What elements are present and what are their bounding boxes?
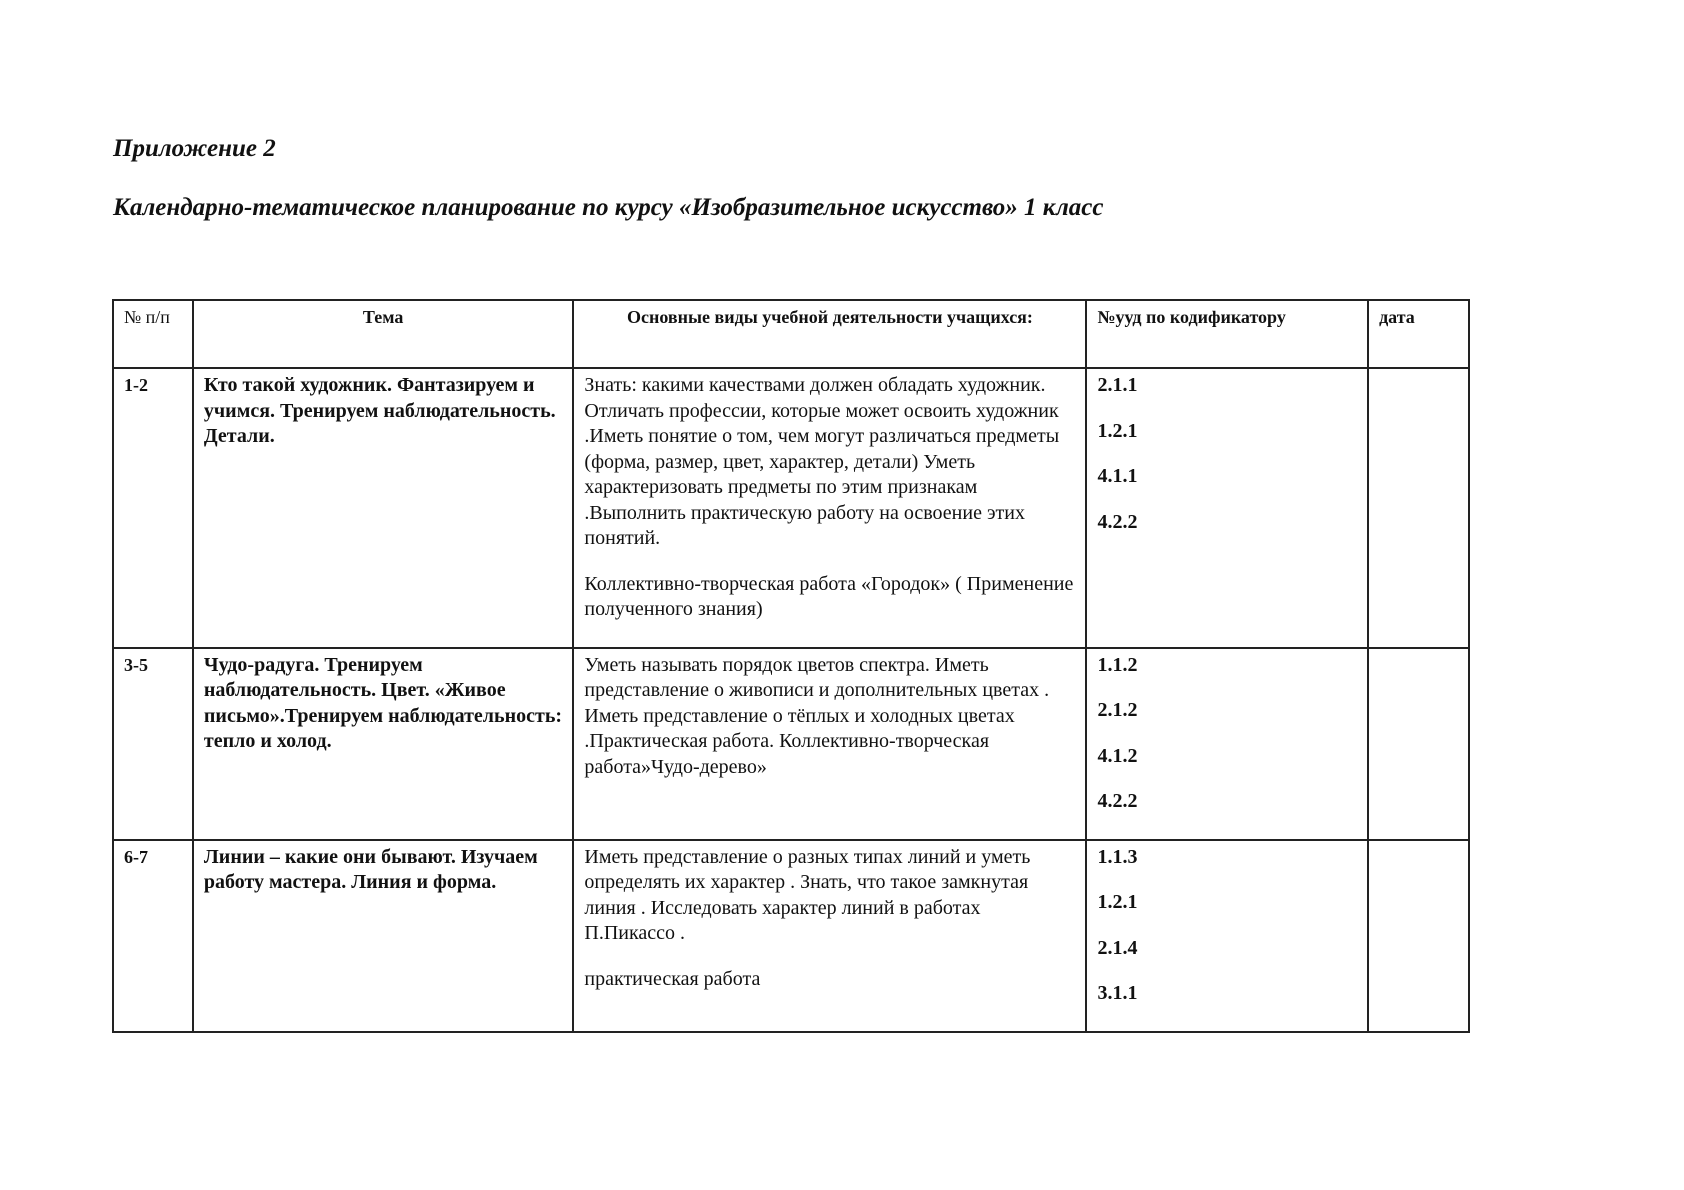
planning-table: № п/п Тема Основные виды учебной деятель… xyxy=(112,299,1470,1033)
row-codes: 1.1.3 1.2.1 2.1.4 3.1.1 xyxy=(1085,838,1370,1033)
code-item: 2.1.2 xyxy=(1097,699,1138,721)
table-row: 3-5 Чудо-радуга. Тренируем наблюдательно… xyxy=(112,646,1470,841)
activity-paragraph: практическая работа xyxy=(584,967,761,990)
code-item: 4.2.2 xyxy=(1097,510,1138,533)
code-item: 1.2.1 xyxy=(1097,419,1138,442)
table-row: 6-7 Линии – какие они бывают. Изучаем ра… xyxy=(112,838,1470,1033)
appendix-heading: Приложение 2 xyxy=(113,135,276,162)
code-item: 4.1.2 xyxy=(1097,744,1138,767)
activity-paragraph: Уметь называть порядок цветов спектра. И… xyxy=(584,653,1050,778)
header-date: дата xyxy=(1367,299,1470,369)
row-topic: Кто такой художник. Фантазируем и учимся… xyxy=(191,367,575,649)
row-number: 1-2 xyxy=(112,367,194,649)
code-item: 2.1.1 xyxy=(1097,374,1138,396)
header-activity: Основные виды учебной деятельности учащи… xyxy=(572,299,1088,369)
activity-paragraph: Коллективно-творческая работа «Городок» … xyxy=(584,572,1074,621)
row-topic: Линии – какие они бывают. Изучаем работу… xyxy=(191,838,575,1033)
row-codes: 1.1.2 2.1.2 4.1.2 4.2.2 xyxy=(1085,646,1370,841)
row-activity: Знать: какими качествами должен обладать… xyxy=(572,367,1088,649)
row-number: 3-5 xyxy=(112,646,194,841)
header-codes: №ууд по кодификатору xyxy=(1085,299,1370,369)
row-date xyxy=(1367,646,1470,841)
header-num: № п/п xyxy=(112,299,194,369)
row-number: 6-7 xyxy=(112,838,194,1033)
header-topic: Тема xyxy=(191,299,575,369)
code-item: 2.1.4 xyxy=(1097,936,1138,959)
activity-paragraph: Знать: какими качествами должен обладать… xyxy=(584,374,1060,549)
row-activity: Иметь представление о разных типах линий… xyxy=(572,838,1088,1033)
code-item: 1.1.3 xyxy=(1097,845,1138,868)
table-header-row: № п/п Тема Основные виды учебной деятель… xyxy=(112,299,1470,369)
row-date xyxy=(1367,367,1470,649)
activity-paragraph: Иметь представление о разных типах линий… xyxy=(584,845,1031,945)
row-topic: Чудо-радуга. Тренируем наблюдательность.… xyxy=(191,646,575,841)
row-codes: 2.1.1 1.2.1 4.1.1 4.2.2 xyxy=(1085,367,1370,649)
code-item: 4.2.2 xyxy=(1097,790,1138,812)
document-title: Календарно-тематическое планирование по … xyxy=(113,194,1104,221)
code-item: 1.1.2 xyxy=(1097,653,1138,676)
row-activity: Уметь называть порядок цветов спектра. И… xyxy=(572,646,1088,841)
row-date xyxy=(1367,838,1470,1033)
code-item: 1.2.1 xyxy=(1097,891,1138,913)
table-row: 1-2 Кто такой художник. Фантазируем и уч… xyxy=(112,367,1470,649)
code-item: 3.1.1 xyxy=(1097,982,1138,1004)
code-item: 4.1.1 xyxy=(1097,465,1138,487)
